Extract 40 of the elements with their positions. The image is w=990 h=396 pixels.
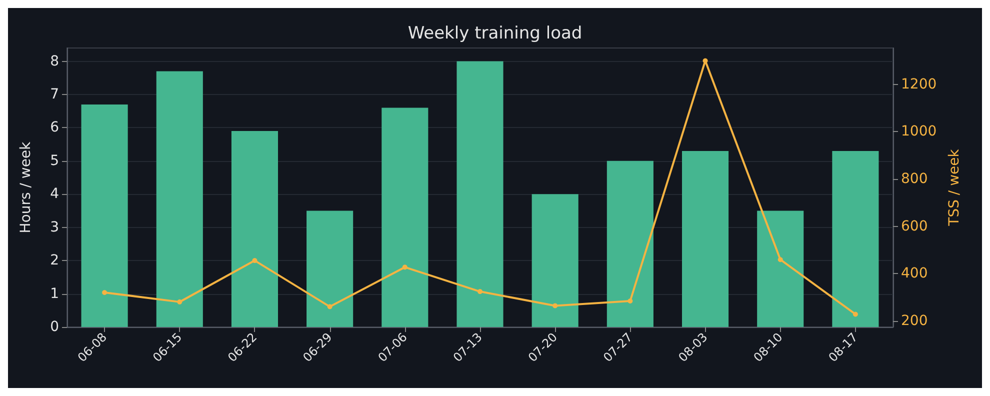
point [778,257,783,262]
point [327,304,332,310]
y2-axis-title: TSS / week [946,148,963,227]
y-tick-label: 6 [50,120,60,136]
y-axis-title: Hours / week [18,140,34,234]
point [628,298,633,304]
point [702,58,708,64]
bar [231,131,278,327]
bar [81,104,128,327]
y-tick-label: 4 [50,186,60,202]
y-tick-label: 2 [50,252,59,269]
bar [156,71,203,327]
point [177,299,182,304]
point [252,258,258,264]
point [852,312,858,317]
y-tick-label: 7 [50,86,59,102]
y2-tick-label: 1000 [901,124,937,140]
point [402,264,408,270]
y2-tick-label: 200 [901,312,928,329]
bar [606,160,654,327]
y-tick-label: 1 [50,286,59,302]
y-tick-label: 5 [50,152,59,169]
bar [382,108,428,327]
bar [532,194,578,327]
bar [757,210,804,327]
y2-tick-label: 800 [901,170,928,187]
y2-tick-label: 1200 [901,76,937,92]
y-tick-label: 0 [50,319,59,335]
y-tick-label: 3 [50,219,59,236]
y2-tick-label: 600 [901,218,928,234]
chart-title: Weekly training load [408,24,582,44]
point [102,290,108,295]
y2-tick-label: 400 [901,266,928,282]
point [552,303,558,308]
bar [456,61,504,327]
bar [832,150,879,327]
point [478,289,482,294]
bar [306,210,354,327]
y-tick-label: 8 [50,53,59,70]
bar [682,150,729,327]
